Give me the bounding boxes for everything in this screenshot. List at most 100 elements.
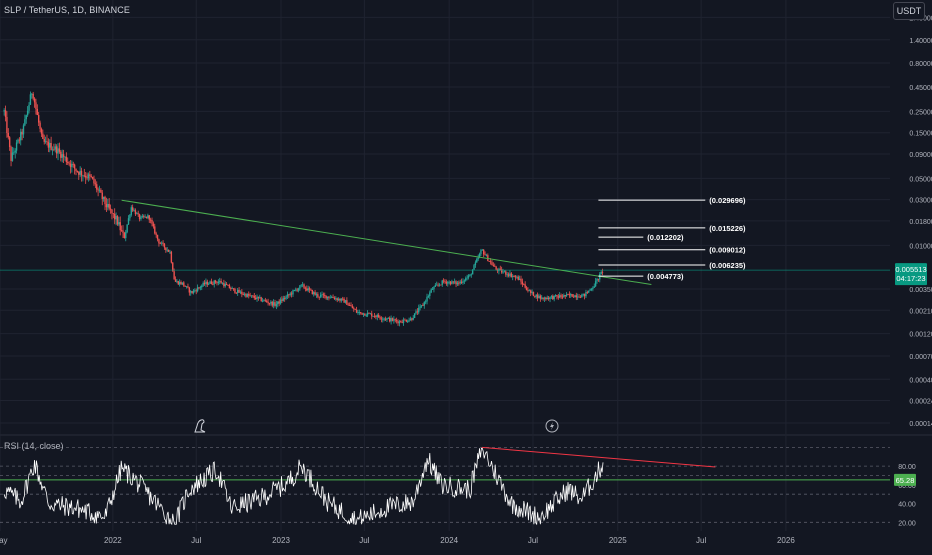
candle-body xyxy=(361,312,363,315)
x-tick-label: May xyxy=(0,536,8,545)
candle-body xyxy=(478,253,481,258)
candle-body xyxy=(310,289,312,291)
candle-body xyxy=(173,271,175,280)
candle-body xyxy=(190,291,192,293)
candle-body xyxy=(520,278,522,282)
candle-body xyxy=(285,296,287,299)
candle-body xyxy=(470,274,472,276)
candle-body xyxy=(535,294,537,297)
dinosaur-icon xyxy=(194,419,206,433)
candle-body xyxy=(172,262,174,272)
candle-body xyxy=(466,277,468,279)
candle-body xyxy=(325,295,327,299)
candle-body xyxy=(47,142,50,148)
candle-body xyxy=(109,208,112,210)
x-tick-label: Jul xyxy=(528,536,538,545)
candle-body xyxy=(332,296,334,298)
candle-body xyxy=(559,295,561,298)
candle-body xyxy=(303,284,305,288)
candle-body xyxy=(408,320,410,322)
candle-body xyxy=(126,224,128,233)
x-tick-label: Jul xyxy=(696,536,706,545)
candle-body xyxy=(82,175,84,177)
candle-body xyxy=(400,321,402,323)
candle-body xyxy=(76,171,79,172)
candle-body xyxy=(574,295,576,298)
candle-body xyxy=(476,259,478,263)
candle-body xyxy=(563,295,565,297)
y-tick-label: 0.003500 xyxy=(909,287,932,294)
y-tick-label: 0.250000 xyxy=(909,109,932,116)
candle-body xyxy=(336,298,338,301)
candle-body xyxy=(395,320,398,322)
candle-body xyxy=(183,282,185,286)
candle-body xyxy=(495,266,497,270)
candle-body xyxy=(97,189,99,191)
candle-body xyxy=(430,289,432,293)
price-candles xyxy=(3,91,604,327)
candle-body xyxy=(541,297,543,299)
level-label: (0.006235) xyxy=(709,261,746,270)
y-tick-label: 0.000240 xyxy=(909,399,932,406)
candle-body xyxy=(499,268,501,270)
candle-body xyxy=(158,239,160,244)
candle-body xyxy=(355,309,358,313)
candle-body xyxy=(7,133,9,138)
candle-body xyxy=(165,247,167,251)
candle-body xyxy=(380,318,383,320)
candle-body xyxy=(306,288,308,291)
candle-body xyxy=(582,293,584,295)
candle-body xyxy=(358,312,361,313)
candle-body xyxy=(337,298,340,301)
candle-body xyxy=(191,291,193,293)
candle-body xyxy=(152,223,155,227)
candle-body xyxy=(377,314,380,318)
candle-body xyxy=(188,287,191,293)
candle-body xyxy=(33,98,36,103)
candle-body xyxy=(209,281,211,284)
y-tick-label: 0.150000 xyxy=(909,131,932,138)
candle-body xyxy=(473,265,475,270)
candle-body xyxy=(553,295,555,300)
dinosaur-icon-shape xyxy=(194,419,206,433)
candle-body xyxy=(141,216,144,218)
candle-body xyxy=(509,273,511,276)
rsi-value-tag-bg xyxy=(894,473,916,486)
candle-body xyxy=(53,149,55,151)
candle-body xyxy=(442,280,445,282)
countdown: 04:17:23 xyxy=(896,274,925,283)
candle-body xyxy=(413,313,416,319)
candle-body xyxy=(86,177,88,179)
candle-body xyxy=(506,274,508,276)
candle-body xyxy=(241,291,243,295)
candle-body xyxy=(116,215,119,225)
candle-body xyxy=(178,281,181,285)
currency-button[interactable]: USDT xyxy=(893,2,925,20)
candle-body xyxy=(159,243,162,245)
candle-body xyxy=(216,282,218,284)
candle-body xyxy=(459,281,461,284)
candle-body xyxy=(431,289,434,290)
rsi-indicator-title[interactable]: RSI (14, close) xyxy=(4,441,64,451)
candle-body xyxy=(585,292,587,297)
candle-body xyxy=(123,232,126,239)
candle-body xyxy=(549,296,551,300)
candle-body xyxy=(415,311,417,314)
candle-body xyxy=(217,281,220,283)
candle-body xyxy=(393,319,395,321)
candle-body xyxy=(282,298,285,301)
candle-body xyxy=(557,296,560,298)
candle-body xyxy=(221,283,224,284)
candle-body xyxy=(235,292,238,294)
y-tick-label: 0.000700 xyxy=(909,354,932,361)
candle-body xyxy=(98,189,101,191)
candle-body xyxy=(583,293,586,297)
candle-body xyxy=(93,178,95,184)
candle-body xyxy=(90,175,92,177)
candle-body xyxy=(94,183,97,185)
candle-body xyxy=(505,271,507,275)
icons xyxy=(194,419,559,433)
candle-body xyxy=(246,294,249,297)
